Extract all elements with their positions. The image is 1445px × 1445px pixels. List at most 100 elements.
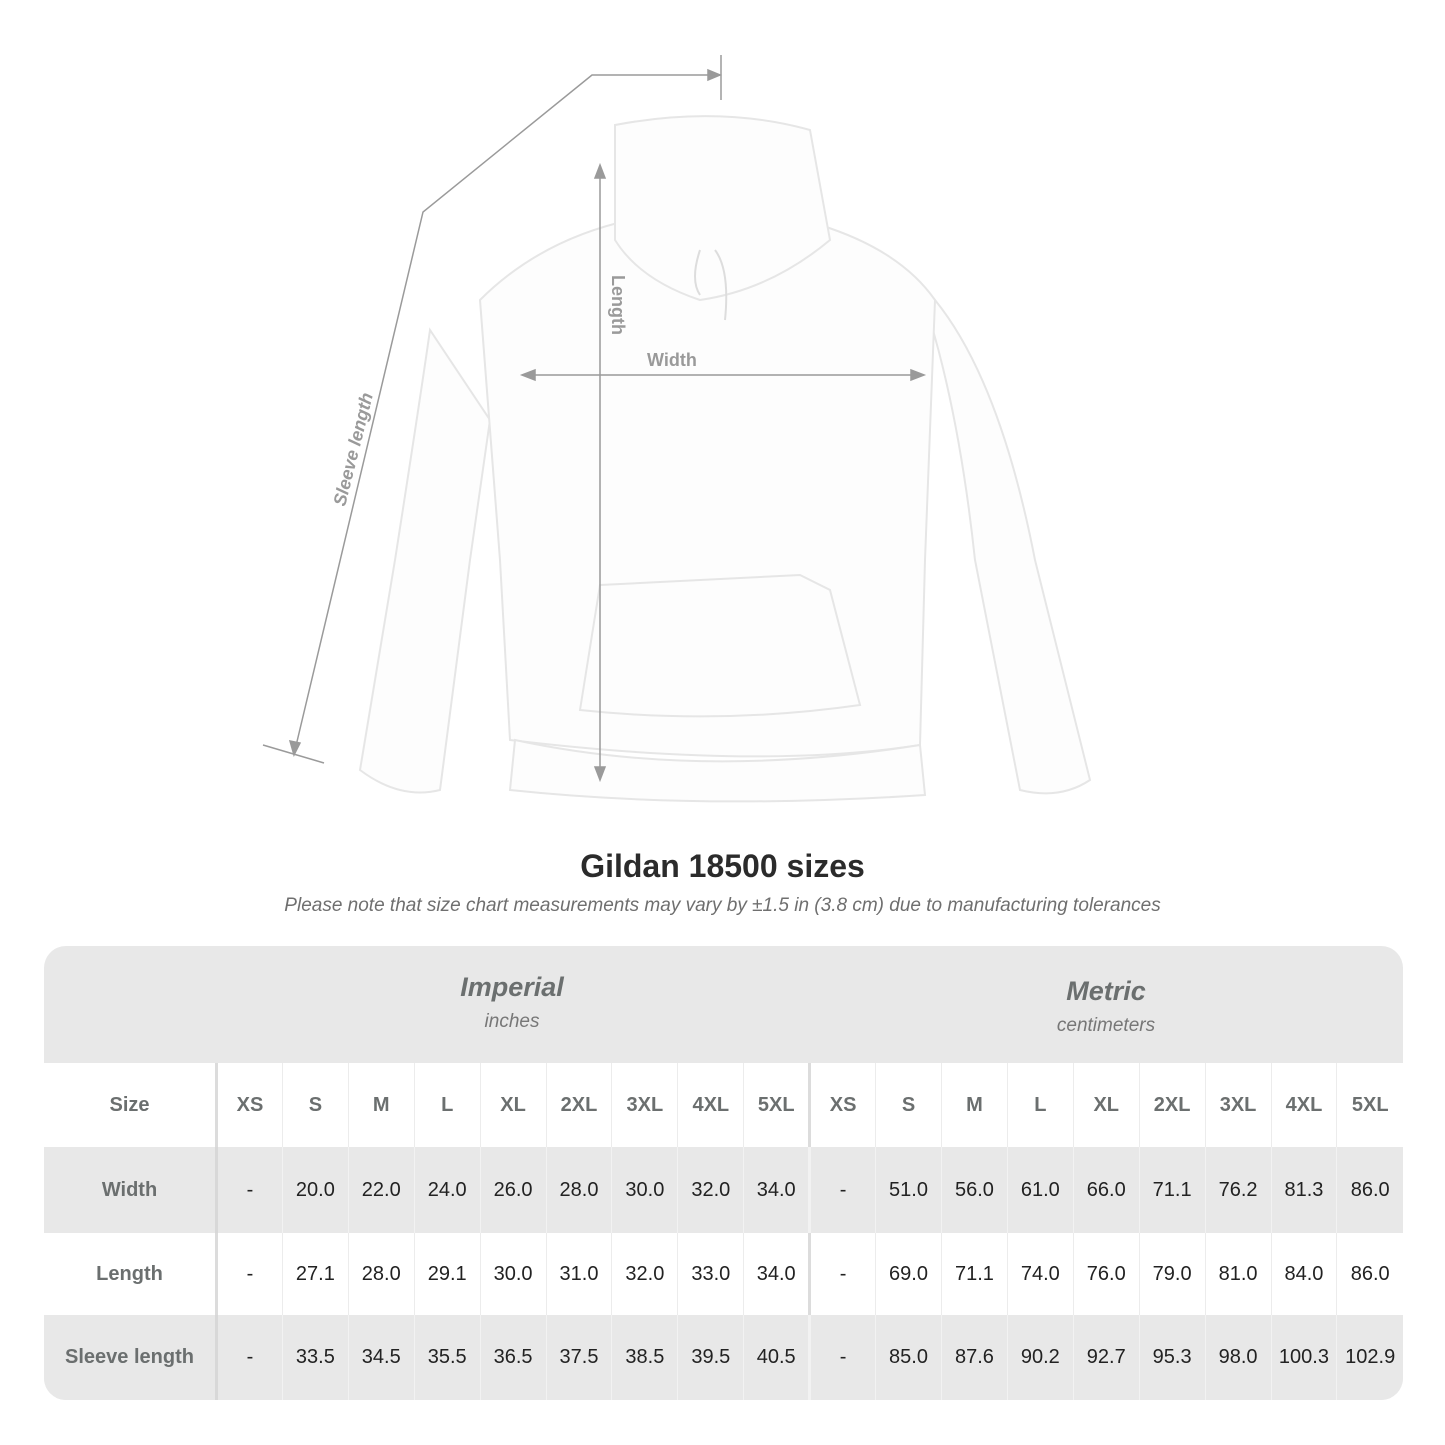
imperial-cell: 4XL <box>677 1063 744 1147</box>
sleeve-label: Sleeve length <box>329 391 376 508</box>
metric-cell: 56.0 <box>940 1147 1008 1233</box>
metric-cell: 100.3 <box>1270 1315 1337 1400</box>
row-label: Size <box>44 1063 218 1147</box>
imperial-cell: - <box>216 1315 283 1400</box>
imperial-cell: M <box>347 1063 415 1147</box>
imperial-cell: 5XL <box>743 1063 810 1147</box>
table-row: Width -20.0 22.0 24.0 26.0 28.0 30.0 32.0 34.0-5… <box>44 1147 1403 1233</box>
metric-cell: 86.0 <box>1336 1147 1403 1233</box>
imperial-cell: 40.5 <box>743 1315 810 1400</box>
imperial-cell: 30.0 <box>611 1147 678 1233</box>
imperial-cell: XL <box>479 1063 547 1147</box>
metric-cell: 3XL <box>1204 1063 1271 1147</box>
sleeve-arrow <box>294 74 720 751</box>
imperial-unit: inches <box>484 1011 540 1032</box>
imperial-cell: 33.0 <box>677 1233 744 1315</box>
imperial-cell: 28.0 <box>545 1147 612 1233</box>
metric-unit: centimeters <box>1056 1015 1156 1036</box>
metric-cell: 71.1 <box>940 1233 1008 1315</box>
imperial-cell: 22.0 <box>347 1147 415 1233</box>
imperial-cell: 2XL <box>545 1063 612 1147</box>
measurements-table: Size XS S M L XL 2XL 3XL 4XL 5XL XS S M L XL 2XL 3XL 4XL 5… <box>44 1063 1403 1400</box>
metric-header: Metric centimeters <box>809 946 1403 1063</box>
metric-cell: 84.0 <box>1270 1233 1337 1315</box>
metric-cell: 92.7 <box>1072 1315 1140 1400</box>
imperial-cell: 34.0 <box>743 1233 810 1315</box>
imperial-cell: 38.5 <box>611 1315 678 1400</box>
table-row: Length -27.1 28.0 29.1 30.0 31.0 32.0 33.0 34.0-… <box>44 1233 1403 1315</box>
imperial-cell: 3XL <box>611 1063 678 1147</box>
imperial-cell: L <box>413 1063 481 1147</box>
metric-cell: 2XL <box>1138 1063 1206 1147</box>
metric-cell: 5XL <box>1336 1063 1403 1147</box>
metric-cell: 85.0 <box>875 1315 942 1400</box>
metric-cell: XL <box>1072 1063 1140 1147</box>
metric-cell: 95.3 <box>1138 1315 1206 1400</box>
row-label: Length <box>44 1233 218 1315</box>
metric-cell: - <box>808 1147 876 1233</box>
row-label: Width <box>44 1147 218 1233</box>
metric-cell: 69.0 <box>875 1233 942 1315</box>
arrowhead-icon <box>288 740 302 758</box>
length-label: Length <box>608 275 628 335</box>
table-row: Sleeve length -33.5 34.5 35.5 36.5 37.5 38.5 39… <box>44 1315 1403 1400</box>
metric-cell: 51.0 <box>875 1147 942 1233</box>
arrowhead-icon <box>519 368 536 382</box>
size-table: Imperial inches Metric centimeters Size X… <box>44 946 1403 1400</box>
width-label: Width <box>647 350 697 370</box>
imperial-cell: 31.0 <box>545 1233 612 1315</box>
metric-cell: 66.0 <box>1072 1147 1140 1233</box>
metric-cell: 86.0 <box>1336 1233 1403 1315</box>
imperial-cell: S <box>281 1063 349 1147</box>
metric-cell: 87.6 <box>940 1315 1008 1400</box>
metric-cell: 98.0 <box>1204 1315 1271 1400</box>
imperial-cell: 36.5 <box>479 1315 547 1400</box>
hoodie-figure: Length Width Sleeve length <box>262 55 1092 803</box>
imperial-cell: 32.0 <box>677 1147 744 1233</box>
metric-cell: 81.0 <box>1204 1233 1271 1315</box>
imperial-cell: 39.5 <box>677 1315 744 1400</box>
imperial-cell: 35.5 <box>413 1315 481 1400</box>
imperial-cell: 28.0 <box>347 1233 415 1315</box>
chart-title: Gildan 18500 sizes <box>580 848 865 884</box>
hoodie-image <box>358 115 1092 803</box>
arrowhead-icon <box>707 68 722 82</box>
metric-cell: 90.2 <box>1006 1315 1074 1400</box>
imperial-cell: 30.0 <box>479 1233 547 1315</box>
imperial-cell: 24.0 <box>413 1147 481 1233</box>
metric-cell: 61.0 <box>1006 1147 1074 1233</box>
imperial-cell: 32.0 <box>611 1233 678 1315</box>
arrowhead-icon <box>910 368 927 382</box>
imperial-cell: 27.1 <box>281 1233 349 1315</box>
imperial-title: Imperial <box>460 972 564 1002</box>
imperial-cell: - <box>216 1147 283 1233</box>
metric-cell: 79.0 <box>1138 1233 1206 1315</box>
metric-cell: XS <box>808 1063 876 1147</box>
imperial-cell: 33.5 <box>281 1315 349 1400</box>
imperial-cell: 20.0 <box>281 1147 349 1233</box>
imperial-cell: XS <box>216 1063 283 1147</box>
metric-cell: S <box>875 1063 942 1147</box>
imperial-cell: 34.5 <box>347 1315 415 1400</box>
imperial-cell: 29.1 <box>413 1233 481 1315</box>
imperial-cell: 37.5 <box>545 1315 612 1400</box>
imperial-header: Imperial inches <box>215 946 809 1063</box>
size-header-row: Size XS S M L XL 2XL 3XL 4XL 5XL XS S M L XL 2XL 3XL 4XL 5… <box>44 1063 1403 1147</box>
metric-title: Metric <box>1066 976 1146 1006</box>
row-label: Sleeve length <box>44 1315 218 1400</box>
metric-cell: 102.9 <box>1336 1315 1403 1400</box>
imperial-cell: 34.0 <box>743 1147 810 1233</box>
chart-subtitle: Please note that size chart measurements… <box>284 895 1161 916</box>
metric-cell: L <box>1006 1063 1074 1147</box>
metric-cell: 74.0 <box>1006 1233 1074 1315</box>
metric-cell: 71.1 <box>1138 1147 1206 1233</box>
metric-cell: M <box>940 1063 1008 1147</box>
metric-cell: 4XL <box>1270 1063 1337 1147</box>
metric-cell: - <box>808 1233 876 1315</box>
metric-cell: 81.3 <box>1270 1147 1337 1233</box>
imperial-cell: - <box>216 1233 283 1315</box>
arrowhead-icon <box>593 766 607 783</box>
arrowhead-icon <box>593 162 607 179</box>
metric-cell: 76.0 <box>1072 1233 1140 1315</box>
metric-cell: 76.2 <box>1204 1147 1271 1233</box>
